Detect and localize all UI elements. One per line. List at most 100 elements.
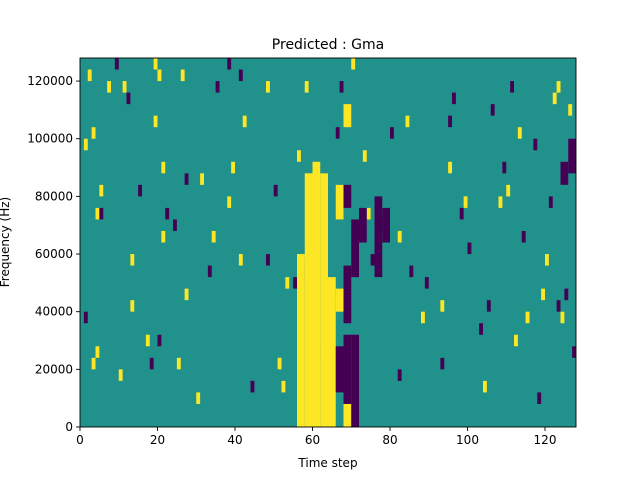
heatmap-cell-low bbox=[184, 173, 189, 185]
heatmap-cell-high bbox=[196, 392, 201, 404]
heatmap-cell-high bbox=[107, 81, 111, 93]
heatmap-cell-low bbox=[490, 104, 495, 116]
heatmap-cell-high bbox=[514, 334, 518, 347]
heatmap-block-high bbox=[335, 288, 344, 312]
heatmap-block-high bbox=[335, 184, 344, 220]
heatmap-cell-high bbox=[281, 380, 286, 393]
heatmap-block-high bbox=[343, 403, 352, 427]
heatmap-block-low bbox=[568, 138, 576, 174]
heatmap-cell-high bbox=[448, 161, 452, 174]
heatmap-cell-high bbox=[297, 150, 301, 162]
heatmap-cell-high bbox=[242, 115, 247, 128]
heatmap-block-low bbox=[343, 184, 352, 208]
heatmap-cell-low bbox=[114, 58, 119, 70]
heatmap-cell-high bbox=[541, 288, 545, 301]
x-tick-label: 0 bbox=[76, 433, 84, 447]
heatmap-cell-high bbox=[118, 369, 123, 381]
heatmap-cell-high bbox=[130, 300, 135, 312]
heatmap-block-high bbox=[304, 173, 313, 427]
plot-area bbox=[80, 58, 576, 427]
heatmap-cell-low bbox=[537, 392, 542, 404]
heatmap-cell-low bbox=[521, 230, 526, 243]
heatmap-cell-high bbox=[277, 357, 282, 370]
heatmap-cell-low bbox=[390, 127, 394, 139]
heatmap-cell-high bbox=[351, 58, 356, 70]
heatmap-cell-high bbox=[266, 81, 270, 93]
heatmap-cell-high bbox=[285, 277, 290, 289]
heatmap-cell-low bbox=[165, 207, 170, 220]
heatmap-cell-low bbox=[83, 311, 88, 324]
heatmap-cell-low bbox=[440, 357, 445, 370]
heatmap-cell-high bbox=[304, 81, 309, 93]
x-tick-label: 100 bbox=[456, 433, 479, 447]
x-tick-label: 120 bbox=[534, 433, 557, 447]
heatmap-cell-high bbox=[440, 300, 445, 312]
heatmap-cell-high bbox=[556, 81, 561, 93]
heatmap-cell-low bbox=[502, 161, 507, 174]
heatmap-block-high bbox=[312, 161, 321, 427]
heatmap-cell-low bbox=[149, 357, 154, 370]
heatmap-cell-high bbox=[483, 380, 487, 393]
heatmap-block-high bbox=[328, 277, 336, 427]
heatmap-cell-low bbox=[207, 265, 212, 278]
heatmap-block-low bbox=[351, 334, 359, 427]
plot-frame bbox=[79, 57, 577, 428]
heatmap-cell-low bbox=[479, 323, 483, 335]
heatmap-cell-high bbox=[405, 115, 410, 128]
heatmap-block-high bbox=[297, 254, 305, 427]
heatmap-cell-low bbox=[409, 265, 414, 278]
heatmap-cell-high bbox=[95, 207, 100, 220]
heatmap-cell-high bbox=[91, 357, 96, 370]
heatmap-block-low bbox=[335, 346, 344, 393]
heatmap-cell-low bbox=[293, 277, 297, 289]
y-tick-label: 100000 bbox=[27, 132, 73, 146]
x-tick-label: 80 bbox=[382, 433, 397, 447]
heatmap-cell-high bbox=[238, 254, 243, 266]
heatmap-cell-low bbox=[459, 207, 464, 220]
heatmap-cell-low bbox=[266, 254, 270, 266]
heatmap-cell-low bbox=[510, 81, 514, 93]
heatmap-cell-high bbox=[200, 173, 204, 185]
heatmap-cell-high bbox=[153, 115, 158, 128]
heatmap-block-low bbox=[382, 207, 390, 243]
heatmap-cell-low bbox=[227, 58, 232, 70]
heatmap-cell-low bbox=[397, 369, 402, 381]
heatmap-cell-low bbox=[572, 346, 576, 358]
heatmap-cell-high bbox=[87, 69, 92, 82]
heatmap-cell-high bbox=[421, 311, 425, 324]
heatmap-cell-low bbox=[173, 219, 177, 231]
heatmap-cell-high bbox=[83, 138, 88, 151]
heatmap-block-low bbox=[359, 207, 367, 243]
heatmap-cell-high bbox=[95, 346, 100, 358]
y-tick-label: 60000 bbox=[35, 247, 73, 261]
heatmap-cell-low bbox=[370, 254, 375, 266]
heatmap-cell-high bbox=[130, 254, 135, 266]
heatmap-cell-high bbox=[91, 127, 96, 139]
heatmap-cell-high bbox=[545, 254, 549, 266]
x-axis: 0 20 40 60 80 100 120 bbox=[76, 427, 556, 447]
heatmap-cell-low bbox=[424, 277, 429, 289]
heatmap-cell-low bbox=[273, 184, 278, 197]
heatmap-cell-low bbox=[452, 92, 456, 105]
heatmap-cell-high bbox=[211, 230, 216, 243]
heatmap-block-low bbox=[374, 196, 383, 278]
heatmap-cell-high bbox=[122, 81, 127, 93]
heatmap-cell-low bbox=[335, 127, 340, 139]
y-tick-label: 20000 bbox=[35, 362, 73, 376]
heatmap-cell-low bbox=[339, 81, 344, 93]
heatmap-cell-low bbox=[533, 138, 538, 151]
heatmap-block-low bbox=[560, 161, 569, 185]
heatmap-cell-low bbox=[238, 69, 243, 82]
y-axis-label: Frequency (Hz) bbox=[0, 197, 12, 288]
heatmap-cell-high bbox=[498, 196, 503, 208]
heatmap-cell-high bbox=[552, 92, 557, 105]
x-tick-label: 60 bbox=[305, 433, 320, 447]
heatmap-block-high bbox=[320, 173, 328, 427]
heatmap-cell-low bbox=[564, 288, 569, 301]
heatmap-cell-low bbox=[448, 115, 452, 128]
heatmap-cell-high bbox=[161, 161, 166, 174]
heatmap-cell-high bbox=[231, 161, 235, 174]
y-tick-label: 80000 bbox=[35, 189, 73, 203]
heatmap-cell-high bbox=[568, 104, 573, 116]
